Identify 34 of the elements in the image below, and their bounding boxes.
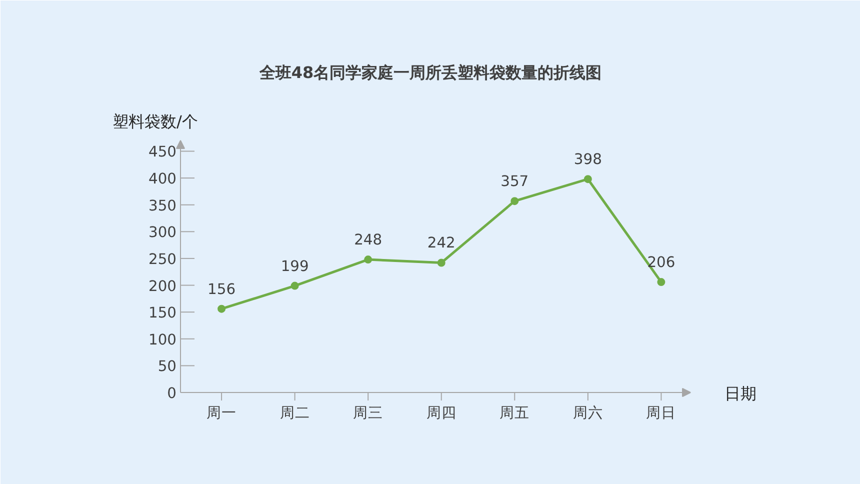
point bbox=[657, 278, 666, 286]
data-label: 248 bbox=[354, 232, 382, 249]
y-tick-label: 250 bbox=[148, 250, 177, 268]
point bbox=[437, 258, 446, 267]
x-tick-label: 周三 bbox=[353, 404, 384, 422]
x-tick-label: 周二 bbox=[280, 404, 310, 422]
chart-title: 全班48名同学家庭一周所丢塑料袋数量的折线图 bbox=[258, 63, 602, 82]
data-label: 242 bbox=[427, 234, 456, 252]
data-label: 398 bbox=[574, 151, 602, 168]
data-label: 206 bbox=[647, 254, 676, 272]
y-tick-label: 100 bbox=[148, 331, 177, 348]
y-tick-label: 50 bbox=[158, 358, 177, 376]
x-tick-label: 周四 bbox=[426, 404, 456, 422]
point bbox=[218, 304, 226, 313]
point bbox=[364, 256, 372, 264]
x-tick-label: 周六 bbox=[572, 404, 603, 422]
y-tick-label: 450 bbox=[148, 144, 177, 161]
y-axis-title: 塑料袋数/个 bbox=[112, 112, 198, 131]
data-label: 357 bbox=[500, 173, 529, 190]
point bbox=[510, 197, 519, 206]
y-tick-label: 200 bbox=[148, 278, 177, 295]
x-tick-label: 周五 bbox=[500, 404, 530, 422]
x-axis-title: 日期 bbox=[724, 384, 756, 403]
x-tick-label: 周一 bbox=[206, 404, 237, 422]
x-tick-label: 周日 bbox=[646, 404, 676, 422]
data-label: 156 bbox=[208, 280, 236, 298]
y-tick-label: 300 bbox=[148, 224, 177, 242]
point bbox=[584, 175, 592, 184]
data-label: 199 bbox=[280, 258, 309, 275]
y-tick-label: 350 bbox=[148, 197, 177, 214]
y-tick-label: 400 bbox=[148, 170, 177, 188]
point bbox=[290, 282, 299, 290]
y-tick-label: 0 bbox=[167, 385, 177, 402]
y-tick-label: 150 bbox=[148, 304, 177, 322]
